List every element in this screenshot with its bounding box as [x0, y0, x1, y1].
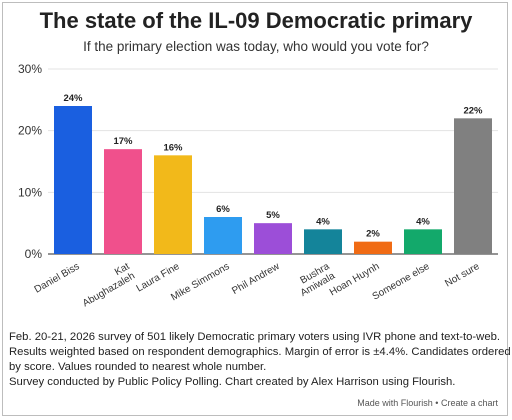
bar[interactable] — [354, 241, 392, 254]
x-tick-label: KatAbughazaleh — [75, 261, 137, 309]
bar[interactable] — [154, 155, 192, 254]
notes-line-4: Survey conducted by Public Policy Pollin… — [9, 376, 456, 388]
data-label: 4% — [316, 216, 330, 227]
notes-line-1: Feb. 20-21, 2026 survey of 501 likely De… — [9, 331, 501, 343]
chart-notes: Feb. 20-21, 2026 survey of 501 likely De… — [9, 330, 511, 390]
flourish-credit-link[interactable]: Made with Flourish • Create a chart — [357, 398, 498, 408]
x-tick-label: Not sure — [443, 261, 482, 290]
y-tick-label: 20% — [18, 124, 42, 138]
chart-subtitle: If the primary election was today, who w… — [83, 39, 429, 54]
x-tick-label: Phil Andrew — [230, 261, 282, 297]
bar[interactable] — [254, 223, 292, 254]
y-tick-label: 10% — [18, 185, 42, 199]
bar[interactable] — [204, 217, 242, 254]
data-label: 6% — [216, 204, 230, 215]
notes-line-2: Results weighted based on respondent dem… — [9, 346, 511, 358]
bar[interactable] — [454, 118, 492, 254]
data-label: 16% — [163, 142, 183, 153]
bar[interactable] — [104, 149, 142, 254]
y-tick-label: 0% — [25, 247, 43, 261]
data-label: 4% — [416, 216, 430, 227]
bar[interactable] — [304, 229, 342, 254]
chart-frame — [2, 2, 508, 416]
x-tick-label: Someone else — [371, 261, 432, 303]
bar[interactable] — [54, 106, 92, 254]
data-label: 22% — [463, 105, 483, 116]
data-label: 24% — [63, 93, 83, 104]
x-tick-label: Laura Fine — [135, 261, 182, 295]
data-label: 17% — [113, 136, 133, 147]
x-tick-label: Daniel Biss — [33, 261, 82, 296]
data-label: 5% — [266, 210, 280, 221]
y-tick-label: 30% — [18, 62, 42, 76]
bar[interactable] — [404, 229, 442, 254]
data-label: 2% — [366, 229, 380, 240]
notes-line-3: by score. Values rounded to nearest whol… — [9, 361, 267, 373]
bar-chart: 0% 10% 20% 30% 24% Daniel Biss 17% KatAbughazal… — [18, 62, 498, 309]
chart-title: The state of the IL-09 Democratic primar… — [39, 8, 473, 33]
